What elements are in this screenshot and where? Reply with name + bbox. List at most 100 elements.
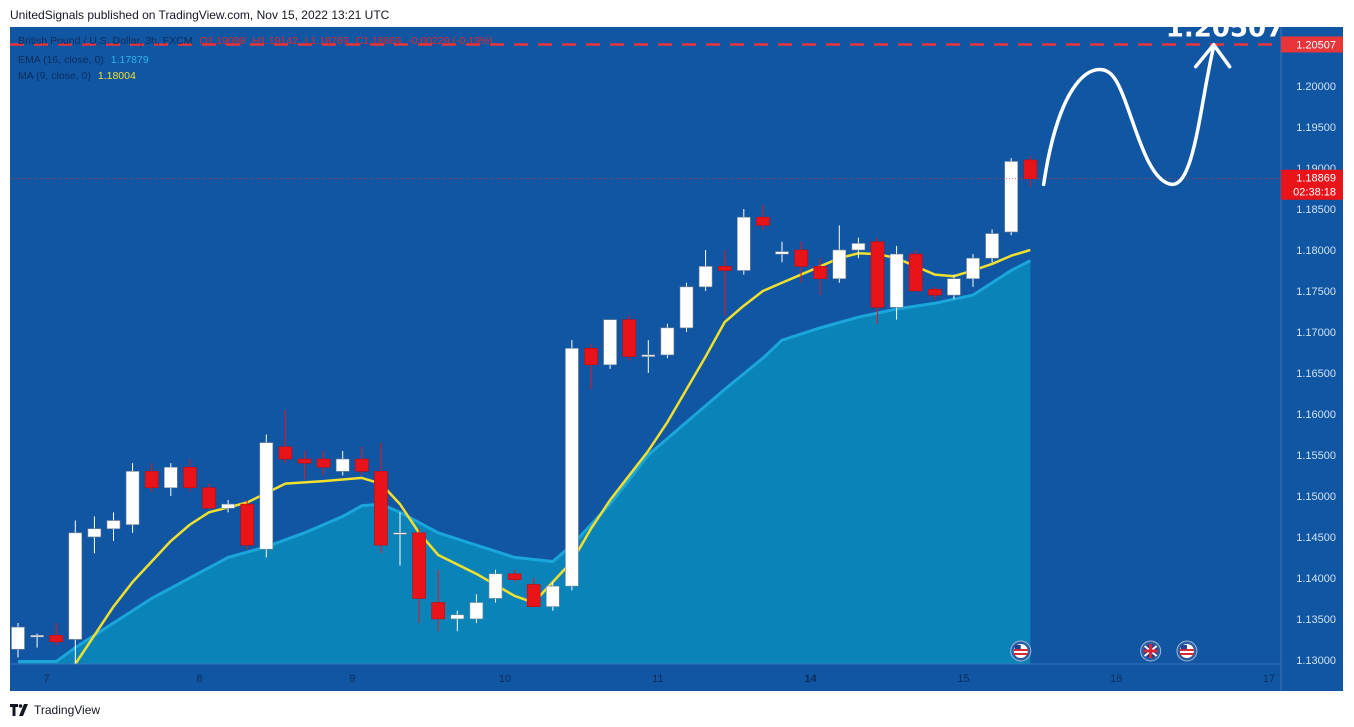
candle (736, 216, 751, 271)
candle (545, 585, 560, 607)
symbol-name: British Pound / U.S. Dollar, 3h, FXCM (18, 35, 193, 47)
candle (335, 458, 350, 472)
candle (641, 354, 656, 357)
y-tick-label: 1.16500 (1296, 368, 1336, 380)
candle (947, 278, 961, 296)
y-tick-label: 1.18500 (1296, 204, 1336, 216)
candle (813, 266, 828, 279)
flag-cross (1143, 649, 1158, 653)
flag-stripe (1013, 653, 1028, 655)
target-value-label: 1.20507 (1166, 27, 1284, 43)
x-tick-label: 17 (1263, 673, 1275, 685)
flag-canton (1180, 645, 1187, 649)
candle (259, 442, 274, 550)
candle (412, 532, 426, 599)
symbol-legend: British Pound / U.S. Dollar, 3h, FXCM O1… (18, 35, 497, 47)
x-tick-label: 15 (957, 673, 969, 685)
candle (889, 253, 904, 308)
target-price-tag-label: 1.20507 (1296, 39, 1336, 51)
y-tick-label: 1.13000 (1296, 655, 1336, 667)
y-tick-label: 1.17000 (1296, 327, 1336, 339)
high-value: H1.19142 (252, 35, 298, 47)
footer-brand[interactable]: TradingView (10, 703, 100, 717)
ema-legend: EMA (16, close, 0) 1.17879 (18, 54, 153, 66)
current-price-value: 1.18869 (1296, 173, 1336, 185)
candle (870, 241, 885, 308)
candle (622, 319, 637, 357)
countdown-timer: 02:38:18 (1293, 187, 1336, 199)
ma-label: MA (9, close, 0) (18, 70, 91, 82)
chart-panel[interactable]: 1.20507USD1.130001.135001.140001.145001.… (10, 27, 1343, 691)
y-tick-label: 1.17500 (1296, 286, 1336, 298)
candle (488, 573, 503, 599)
x-tick-label: 10 (499, 673, 511, 685)
current-price-tag (1281, 169, 1343, 200)
candle (68, 532, 83, 640)
candle (106, 520, 121, 530)
candle (354, 458, 369, 472)
y-tick-label: 1.14000 (1296, 573, 1336, 585)
candle (756, 216, 770, 226)
candle (278, 446, 293, 460)
candle (698, 266, 713, 288)
candle (125, 471, 140, 525)
candle (794, 249, 808, 267)
candle (1004, 161, 1019, 233)
price-axis-panel (1281, 27, 1343, 691)
candle (316, 458, 331, 468)
candle (240, 503, 254, 546)
candle (49, 635, 64, 643)
low-value: L1.18769 (304, 35, 349, 47)
candle (431, 602, 446, 620)
candle (927, 289, 942, 296)
candle (297, 458, 312, 464)
price-chart[interactable]: 1.20507USD1.130001.135001.140001.145001.… (10, 27, 1343, 691)
footer-brand-label: TradingView (34, 703, 101, 717)
y-tick-label: 1.13500 (1296, 614, 1336, 626)
ema-area (18, 260, 1031, 664)
x-tick-label: 16 (1110, 673, 1122, 685)
candle (908, 253, 923, 292)
ema-label: EMA (16, close, 0) (18, 54, 104, 66)
open-value: O1.19098 (199, 35, 246, 47)
candle (30, 635, 44, 638)
projection-path (1041, 44, 1216, 187)
candle (1023, 159, 1038, 180)
candle (603, 319, 617, 366)
candle (526, 584, 541, 607)
flag-stripe (1013, 649, 1028, 651)
candle (202, 487, 216, 509)
y-tick-label: 1.14500 (1296, 532, 1336, 544)
y-tick-label: 1.19500 (1296, 122, 1336, 134)
x-tick-label: 14 (805, 673, 818, 685)
candle (584, 348, 598, 366)
x-tick-label: 9 (349, 673, 355, 685)
y-tick-label: 1.15500 (1296, 450, 1336, 462)
candle (717, 266, 732, 271)
flag-stripe (1179, 653, 1194, 655)
candle (985, 233, 999, 259)
candle (183, 466, 197, 489)
y-tick-label: 1.20000 (1296, 81, 1336, 93)
y-tick-label: 1.18000 (1296, 245, 1336, 257)
candle (144, 471, 159, 489)
target-price-tag (1281, 36, 1343, 53)
ema-value: 1.17879 (110, 54, 149, 66)
candle (11, 626, 25, 650)
candle (851, 243, 866, 251)
x-tick-label: 8 (196, 673, 202, 685)
ema-line (18, 259, 1031, 664)
publish-info: UnitedSignals published on TradingView.c… (10, 8, 390, 22)
candle (393, 532, 407, 535)
y-tick-label: 1.16000 (1296, 409, 1336, 421)
candle (775, 251, 789, 255)
candle (679, 286, 694, 329)
candle (507, 573, 522, 580)
change-value: -0.00229 (-0.19%) (408, 35, 493, 47)
candle (565, 348, 579, 587)
candle (164, 466, 178, 489)
tradingview-logo-icon (10, 704, 28, 716)
candle (660, 327, 675, 356)
flag-stripe (1179, 649, 1194, 651)
candle (450, 614, 465, 620)
